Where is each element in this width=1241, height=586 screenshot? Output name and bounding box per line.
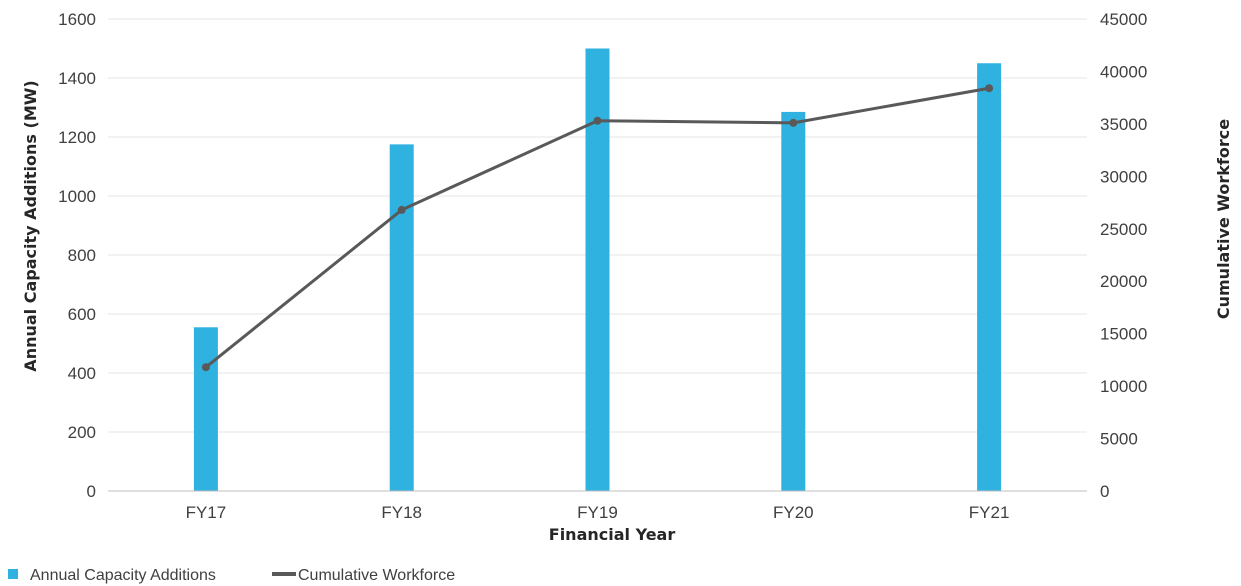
y2-tick-label: 0 [1100,482,1109,501]
y2-tick-label: 20000 [1100,272,1147,291]
y-tick-label: 0 [87,482,96,501]
line-point [201,363,210,372]
y-tick-label: 1400 [58,69,96,88]
bar [193,327,218,491]
legend-label-line: Cumulative Workforce [298,567,455,584]
y-tick-label: 200 [68,423,96,442]
legend-label-bar: Annual Capacity Additions [30,567,216,584]
bar [389,144,414,491]
y-tick-label: 800 [68,246,96,265]
y-tick-label: 1000 [58,187,96,206]
y2-tick-label: 5000 [1100,430,1138,449]
y-tick-label: 400 [68,364,96,383]
bar-series [193,48,1002,492]
bar [585,48,610,491]
y-tick-label: 1600 [58,10,96,29]
line-point [985,84,994,93]
bar [977,63,1002,491]
right-axis-ticks: 0 5000 10000 15000 20000 25000 30000 35000 40000… [1100,10,1147,501]
line-point [593,116,602,125]
legend: Annual Capacity Additions Cumulative Wor… [8,567,455,584]
y-axis-title: Annual Capacity Additions (MW) [21,80,40,371]
y-tick-label: 600 [68,305,96,324]
y2-tick-label: 15000 [1100,325,1147,344]
left-axis-ticks: 0 200 400 600 800 1000 1200 1400 1600 [58,10,96,501]
y2-tick-label: 30000 [1100,167,1147,186]
x-tick-label: FY21 [969,503,1010,522]
x-tick-label: FY19 [577,503,618,522]
y2-axis-title: Cumulative Workforce [1214,119,1233,319]
y2-tick-label: 25000 [1100,220,1147,239]
legend-swatch-bar [8,569,18,579]
y2-tick-label: 10000 [1100,377,1147,396]
line-series [201,84,994,372]
y2-tick-label: 35000 [1100,115,1147,134]
y2-tick-label: 40000 [1100,62,1147,81]
x-tick-label: FY18 [381,503,422,522]
x-axis-title: Financial Year [549,525,676,544]
y-tick-label: 1200 [58,128,96,147]
line-point [789,118,798,127]
y2-tick-label: 45000 [1100,10,1147,29]
x-tick-label: FY20 [773,503,814,522]
line-point [397,205,406,214]
x-axis-ticks: FY17 FY18 FY19 FY20 FY21 [186,503,1010,522]
x-tick-label: FY17 [186,503,227,522]
bar [781,111,806,492]
